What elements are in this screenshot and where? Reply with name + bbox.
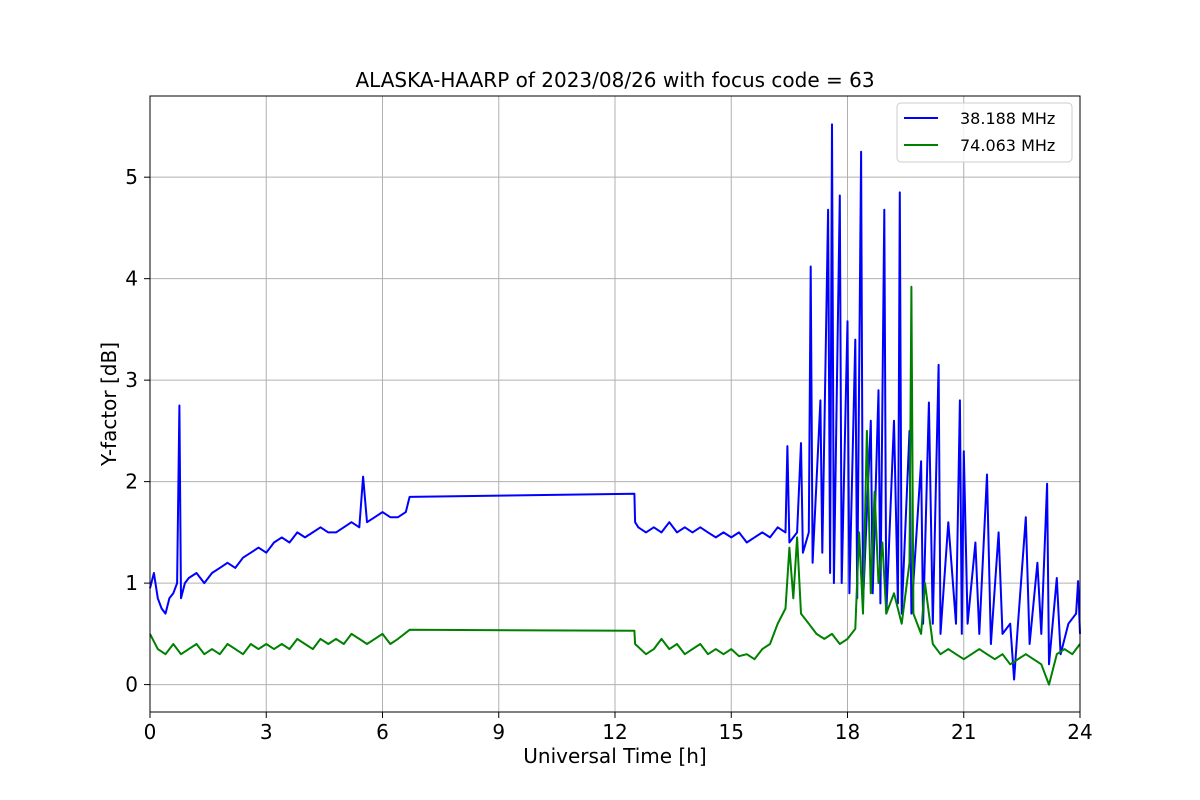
- x-tick-label: 24: [1067, 720, 1092, 744]
- y-tick-label: 2: [125, 470, 138, 494]
- x-tick-label: 12: [602, 720, 627, 744]
- series-lines: [149, 123, 1081, 686]
- x-tick-label: 18: [835, 720, 860, 744]
- y-tick-label: 1: [125, 571, 138, 595]
- y-tick-label: 3: [125, 368, 138, 392]
- series-line-2: [149, 285, 1081, 686]
- x-tick-label: 9: [492, 720, 505, 744]
- legend-box: [896, 102, 1073, 163]
- x-tick-label: 0: [144, 720, 157, 744]
- legend-label-series-2: 74.063 MHz: [960, 136, 1055, 155]
- chart-title: ALASKA-HAARP of 2023/08/26 with focus co…: [355, 68, 874, 92]
- x-axis-label: Universal Time [h]: [523, 744, 706, 768]
- y-tick-label: 5: [125, 165, 138, 189]
- legend-label-series-1: 38.188 MHz: [960, 109, 1055, 128]
- legend: 38.188 MHz 74.063 MHz: [896, 102, 1073, 163]
- x-tick-label: 15: [719, 720, 744, 744]
- y-tick-label: 0: [125, 673, 138, 697]
- y-tick-label: 4: [125, 267, 138, 291]
- x-tick-label: 3: [260, 720, 273, 744]
- y-axis-label: Y-factor [dB]: [97, 342, 121, 467]
- series-line-1: [149, 123, 1081, 681]
- x-tick-label: 6: [376, 720, 389, 744]
- x-tick-label: 21: [951, 720, 976, 744]
